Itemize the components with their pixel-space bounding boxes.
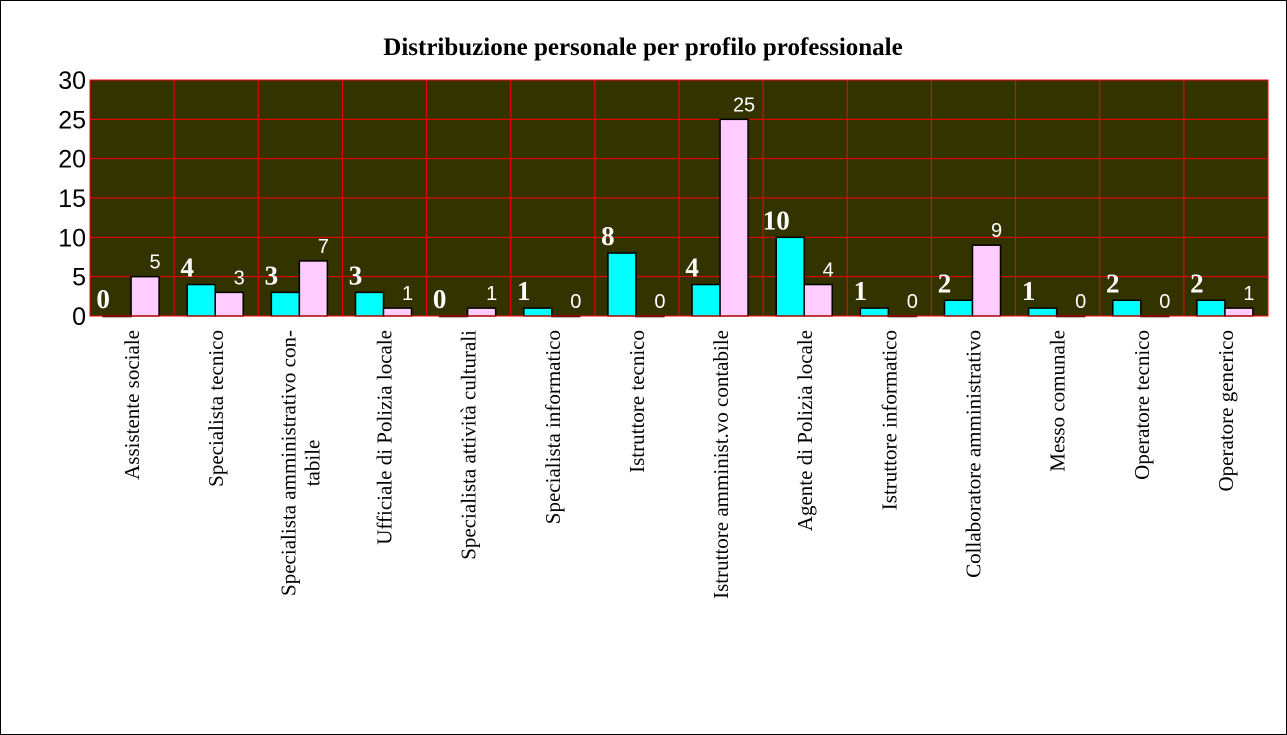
bar bbox=[270, 291, 301, 317]
data-label: 2 bbox=[938, 268, 952, 298]
chart-title: Distribuzione personale per profilo prof… bbox=[383, 34, 902, 61]
data-label: 1 bbox=[517, 276, 531, 306]
bar bbox=[1027, 307, 1058, 317]
data-label: 4 bbox=[180, 253, 194, 283]
data-label: 4 bbox=[823, 260, 834, 282]
y-tick-label: 30 bbox=[58, 67, 86, 95]
data-label: 2 bbox=[1190, 268, 1204, 298]
x-tick-label: Istruttore informatico bbox=[877, 330, 901, 510]
data-label: 1 bbox=[1243, 283, 1254, 305]
bar bbox=[691, 283, 721, 317]
data-label: 0 bbox=[570, 291, 581, 313]
data-label: 0 bbox=[96, 284, 110, 314]
bar bbox=[1196, 299, 1226, 317]
data-label: 25 bbox=[733, 94, 755, 116]
x-tick-label: Istruttore tecnico bbox=[625, 330, 649, 473]
data-label: 0 bbox=[1159, 291, 1170, 313]
data-label: 1 bbox=[402, 283, 413, 305]
bar bbox=[523, 307, 553, 317]
bar bbox=[607, 252, 637, 317]
x-tick-label: Messo comunale bbox=[1046, 330, 1070, 472]
y-tick-label: 10 bbox=[58, 224, 86, 252]
bar bbox=[803, 283, 833, 317]
data-label: 3 bbox=[234, 267, 245, 289]
bar bbox=[775, 236, 805, 317]
plot-border bbox=[89, 79, 1269, 317]
x-tick-label: Ufficiale di Polizia locale bbox=[373, 330, 397, 545]
x-tick-label: Assistente sociale bbox=[120, 330, 144, 480]
data-label: 9 bbox=[991, 220, 1002, 242]
x-tick-label: Istruttore amminist.vo contabile bbox=[709, 330, 733, 599]
data-label: 0 bbox=[433, 284, 447, 314]
data-label: 1 bbox=[854, 276, 868, 306]
data-label: 4 bbox=[685, 253, 699, 283]
x-tick-label: Operatore generico bbox=[1214, 330, 1238, 492]
x-tick-label: Operatore tecnico bbox=[1130, 330, 1154, 480]
bar bbox=[1112, 299, 1142, 317]
x-tick-label: Specialista amministrativo con-tabile bbox=[276, 330, 324, 596]
data-label: 3 bbox=[265, 260, 279, 290]
bar bbox=[186, 283, 216, 317]
bar bbox=[382, 307, 413, 317]
y-tick-label: 15 bbox=[58, 185, 86, 213]
data-label: 0 bbox=[654, 291, 665, 313]
x-tick-label: Specialista informatico bbox=[541, 330, 565, 524]
bar bbox=[971, 244, 1002, 317]
bar bbox=[130, 275, 160, 317]
bar bbox=[719, 118, 749, 317]
data-label: 1 bbox=[1022, 276, 1036, 306]
data-label: 7 bbox=[318, 236, 329, 258]
x-tick-label: Specialista attività culturali bbox=[457, 330, 481, 560]
data-label: 3 bbox=[349, 260, 363, 290]
y-tick-label: 25 bbox=[58, 106, 86, 134]
data-label: 1 bbox=[486, 283, 497, 305]
bar bbox=[466, 307, 497, 317]
y-tick-label: 0 bbox=[72, 303, 86, 331]
data-label: 5 bbox=[150, 252, 161, 274]
data-label: 2 bbox=[1106, 268, 1120, 298]
bar bbox=[943, 299, 974, 317]
x-tick-label: Specialista tecnico bbox=[204, 330, 228, 487]
data-label: 0 bbox=[1075, 291, 1086, 313]
bar bbox=[354, 291, 385, 317]
y-tick-label: 20 bbox=[58, 146, 86, 174]
bar bbox=[298, 260, 329, 317]
x-tick-label: Agente di Polizia locale bbox=[793, 330, 817, 531]
x-tick-label: Collaboratore amministrativo bbox=[962, 330, 986, 578]
bar bbox=[214, 291, 244, 317]
data-label: 10 bbox=[763, 205, 790, 235]
data-label: 0 bbox=[907, 291, 918, 313]
y-tick-label: 5 bbox=[72, 264, 86, 292]
bar bbox=[859, 307, 890, 317]
bar bbox=[1224, 307, 1254, 317]
data-label: 8 bbox=[601, 221, 615, 251]
